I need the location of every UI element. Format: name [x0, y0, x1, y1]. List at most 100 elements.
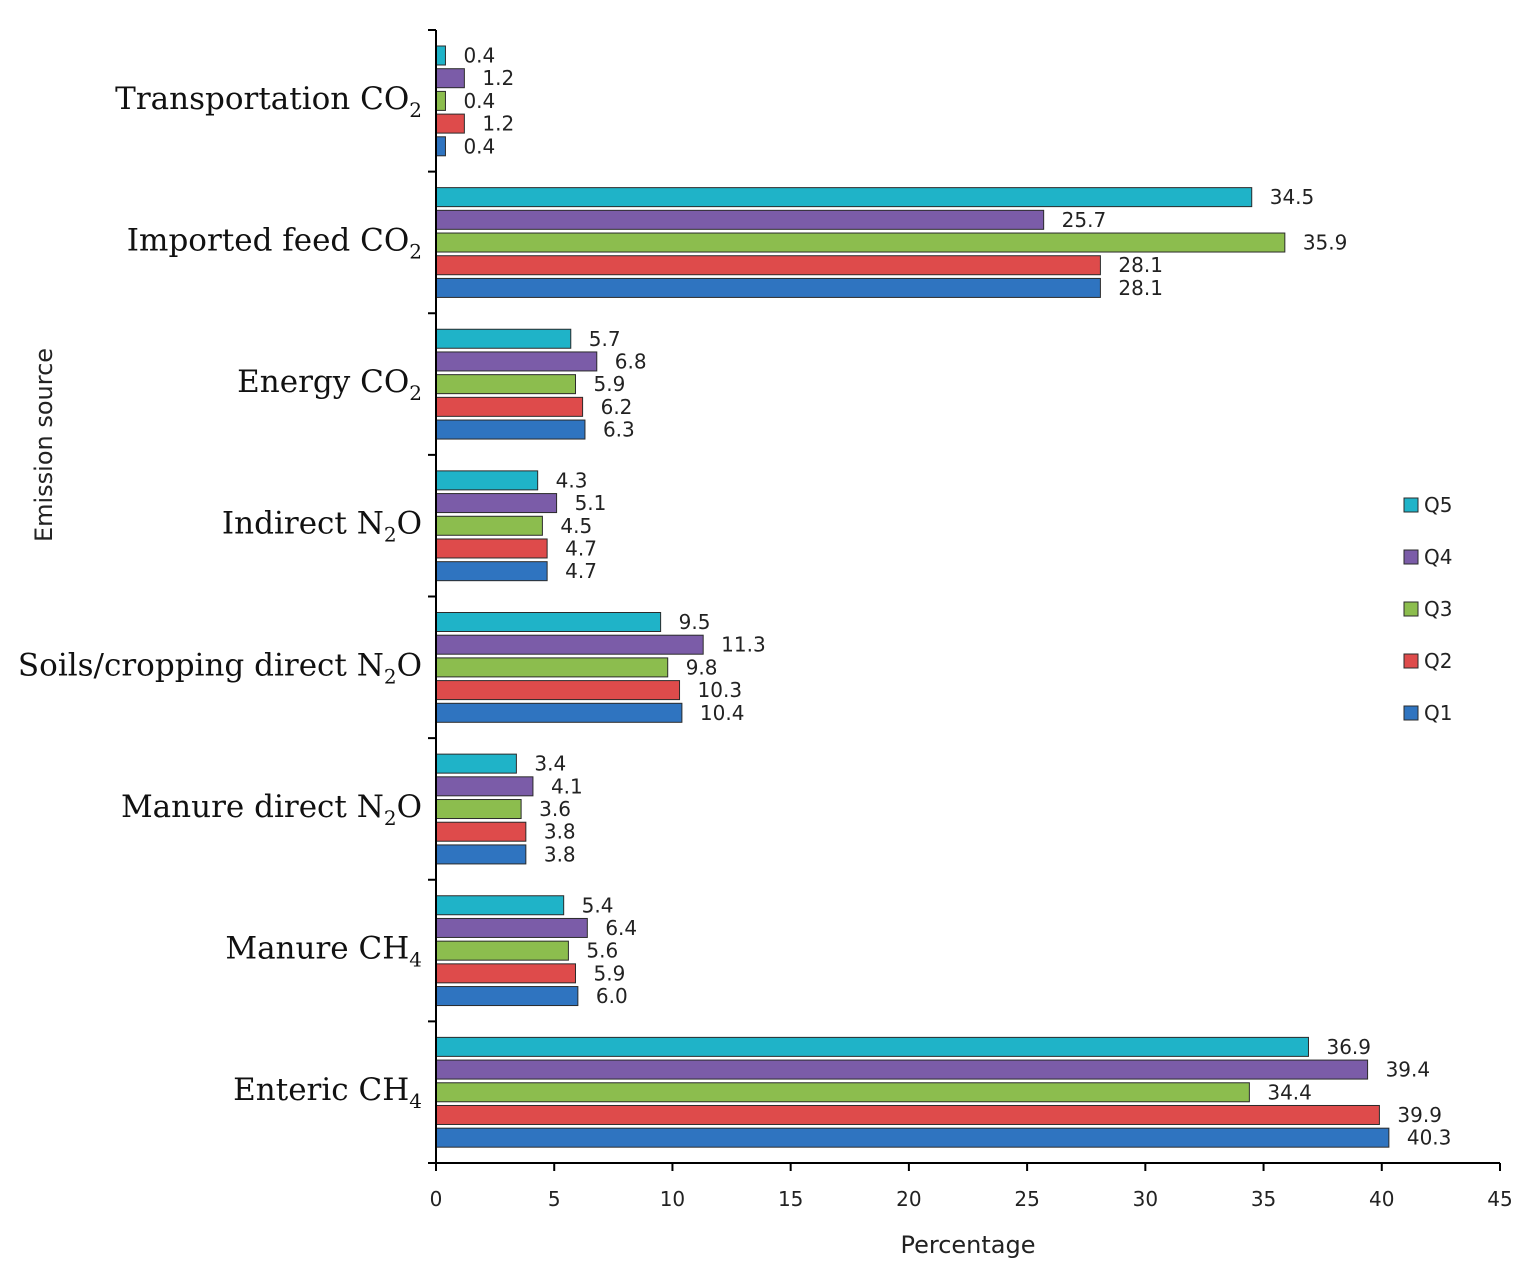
x-tick-label: 40 [1369, 1187, 1394, 1211]
x-tick-label: 45 [1487, 1187, 1512, 1211]
data-label: 28.1 [1118, 253, 1163, 277]
data-label: 5.9 [594, 961, 626, 985]
bar-q2-0 [435, 113, 465, 134]
category-label: Indirect N2O [222, 506, 422, 547]
bar-q5-5 [435, 753, 517, 774]
data-label: 5.6 [586, 939, 618, 963]
category-label: Manure direct N2O [121, 789, 422, 830]
bar-q2-6 [435, 963, 577, 984]
legend-label-q2: Q2 [1424, 649, 1452, 673]
legend-swatch-q1 [1403, 705, 1419, 721]
category-label: Manure CH4 [225, 931, 422, 972]
legend-label-q5: Q5 [1424, 493, 1452, 517]
data-label: 34.4 [1267, 1080, 1312, 1104]
legend-swatch-q4 [1403, 549, 1419, 565]
bar-q4-5 [435, 776, 534, 797]
bar-q4-3 [435, 493, 558, 514]
data-label: 25.7 [1062, 208, 1107, 232]
data-label: 5.7 [589, 327, 621, 351]
bar-q5-4 [435, 612, 662, 632]
x-tick-label: 30 [1133, 1187, 1158, 1211]
x-tick-label: 25 [1014, 1187, 1039, 1211]
data-label: 0.4 [463, 134, 495, 158]
bar-q3-1 [435, 232, 1286, 253]
bar-q4-7 [435, 1059, 1369, 1080]
bar-q1-7 [435, 1127, 1390, 1148]
bar-q5-2 [435, 328, 572, 349]
data-label: 0.4 [463, 44, 495, 68]
data-label: 3.8 [544, 820, 576, 844]
bar-q5-0 [435, 45, 446, 66]
data-label: 39.9 [1397, 1103, 1442, 1127]
bar-q2-2 [435, 396, 584, 417]
data-label: 5.4 [582, 893, 614, 917]
bar-q2-5 [435, 821, 527, 842]
bar-q3-6 [435, 940, 569, 961]
bar-q1-3 [435, 561, 548, 582]
bar-q5-7 [435, 1036, 1309, 1057]
x-tick-label: 0 [430, 1187, 443, 1211]
data-label: 3.8 [544, 842, 576, 866]
x-tick-label: 5 [548, 1187, 561, 1211]
data-label: 10.3 [698, 678, 743, 702]
x-tick-label: 10 [660, 1187, 685, 1211]
bar-q5-1 [435, 187, 1253, 208]
bar-q3-7 [435, 1082, 1250, 1103]
bar-q2-4 [435, 680, 681, 701]
bar-q2-3 [435, 538, 548, 559]
data-label: 6.4 [605, 916, 637, 940]
bar-q3-2 [435, 374, 577, 395]
data-label: 6.3 [603, 418, 635, 442]
category-label: Imported feed CO2 [127, 222, 422, 263]
category-label: Enteric CH4 [233, 1072, 422, 1113]
bar-q2-1 [435, 255, 1101, 276]
bar-q4-4 [435, 634, 704, 655]
data-label: 3.6 [539, 797, 571, 821]
bar-q4-1 [435, 209, 1045, 230]
bar-q1-5 [435, 844, 527, 865]
x-axis-title: Percentage [900, 1231, 1035, 1259]
data-label: 4.3 [556, 468, 588, 492]
bar-q5-3 [435, 470, 539, 491]
bar-q3-3 [435, 515, 543, 536]
data-label: 6.2 [601, 395, 633, 419]
bar-q1-6 [435, 986, 579, 1007]
bar-q1-0 [435, 136, 446, 157]
data-label: 4.7 [565, 536, 597, 560]
x-tick-label: 35 [1251, 1187, 1276, 1211]
data-label: 5.9 [594, 372, 626, 396]
legend-swatch-q3 [1403, 601, 1419, 617]
data-label: 3.4 [534, 752, 566, 776]
legend-label-q4: Q4 [1424, 545, 1452, 569]
data-label: 40.3 [1407, 1126, 1452, 1150]
data-label: 11.3 [721, 633, 766, 657]
bar-q1-1 [435, 277, 1101, 298]
x-tick-label: 15 [778, 1187, 803, 1211]
legend-label-q3: Q3 [1424, 597, 1452, 621]
data-label: 9.5 [679, 610, 711, 634]
category-label: Soils/cropping direct N2O [18, 647, 422, 688]
data-label: 6.0 [596, 984, 628, 1008]
bar-q4-6 [435, 917, 588, 938]
bar-q3-4 [435, 657, 669, 678]
data-label: 34.5 [1270, 185, 1315, 209]
data-label: 28.1 [1118, 276, 1163, 300]
data-label: 10.4 [700, 701, 745, 725]
data-label: 1.2 [482, 66, 514, 90]
y-axis-title: Emission source [30, 348, 58, 542]
data-label: 0.4 [463, 89, 495, 113]
bar-q4-2 [435, 351, 598, 372]
data-label: 6.8 [615, 349, 647, 373]
category-label: Transportation CO2 [115, 81, 422, 122]
data-label: 4.1 [551, 774, 583, 798]
bar-q2-7 [435, 1104, 1380, 1125]
data-label: 5.1 [575, 491, 607, 515]
data-label: 4.5 [560, 514, 592, 538]
x-tick-label: 20 [896, 1187, 921, 1211]
bar-q5-6 [435, 895, 565, 916]
bar-q4-0 [435, 68, 465, 89]
bar-q3-5 [435, 799, 522, 820]
bar-q3-0 [435, 90, 446, 111]
legend-swatch-q2 [1403, 653, 1419, 669]
